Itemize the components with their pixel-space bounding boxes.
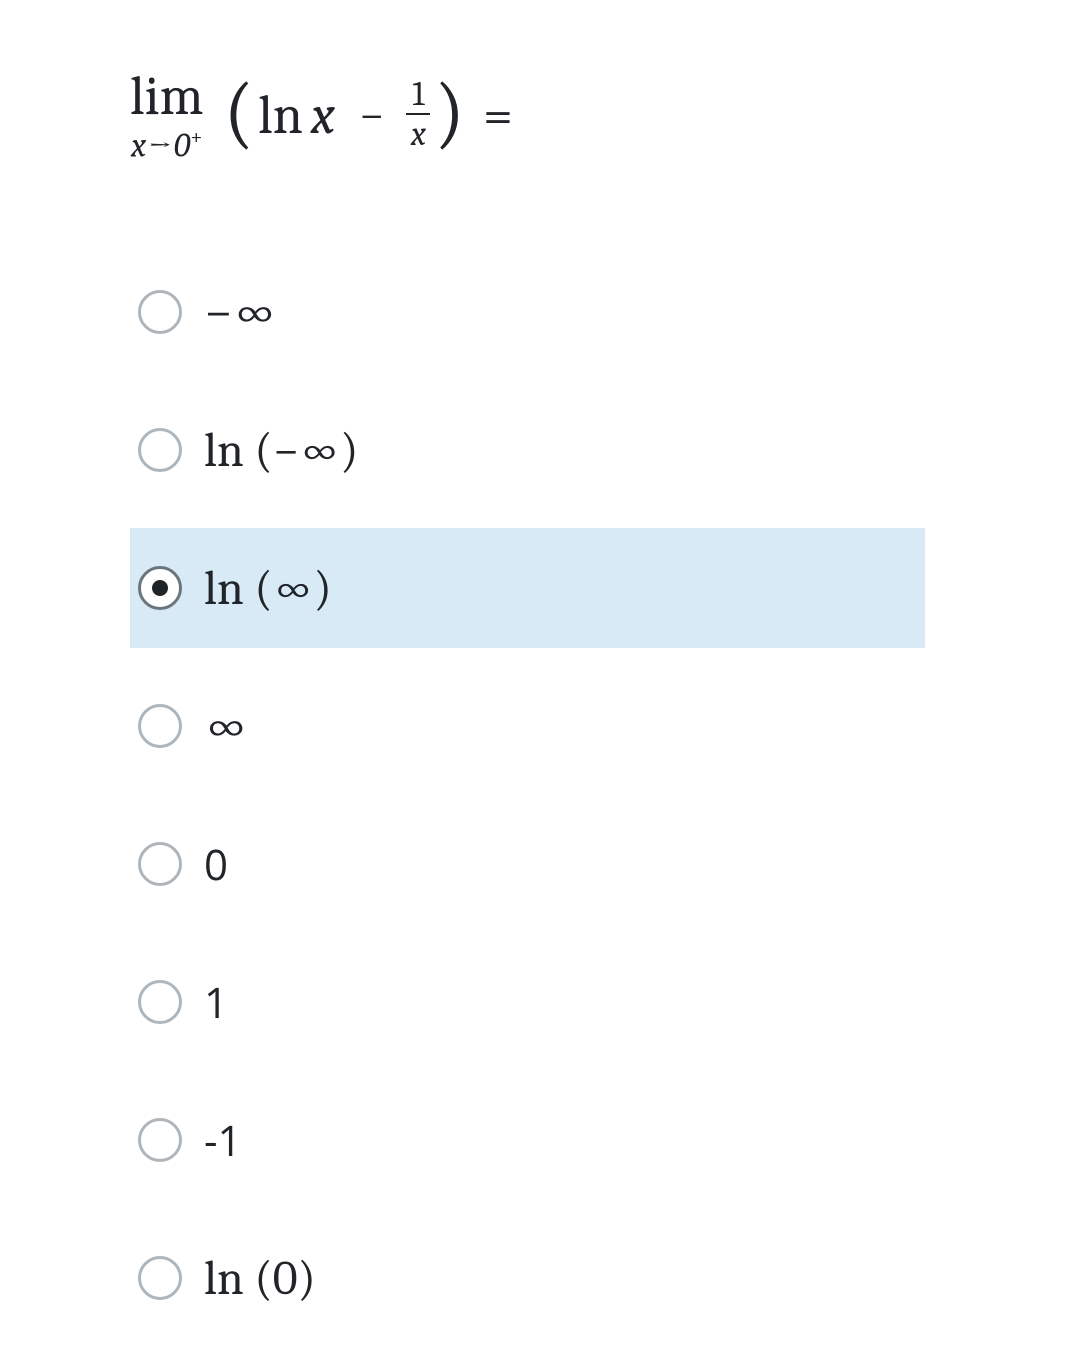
option-label: ln (∞) xyxy=(204,561,332,616)
radio-button[interactable] xyxy=(138,704,182,748)
option-label: −∞ xyxy=(204,282,277,342)
option-opt-ln-zero[interactable]: ln (0) xyxy=(130,1218,925,1338)
lim-text: lim xyxy=(130,70,204,124)
option-opt-ln-neg-inf[interactable]: ln (−∞) xyxy=(130,390,925,510)
radio-button[interactable] xyxy=(138,290,182,334)
radio-button[interactable] xyxy=(138,1118,182,1162)
option-label: 1 xyxy=(204,974,228,1031)
radio-button[interactable] xyxy=(138,566,182,610)
right-paren: ) xyxy=(434,88,465,136)
option-opt-one[interactable]: 1 xyxy=(130,942,925,1062)
left-paren: ( xyxy=(224,88,255,136)
radio-button[interactable] xyxy=(138,980,182,1024)
radio-dot xyxy=(152,580,168,596)
option-label: ln (0) xyxy=(204,1251,316,1306)
option-opt-neg-one[interactable]: -1 xyxy=(130,1080,925,1200)
radio-button[interactable] xyxy=(138,428,182,472)
option-opt-ln-inf[interactable]: ln (∞) xyxy=(130,528,925,648)
question-container: lim x→0+ ( ln x − 1 x ) = −∞ln (−∞)ln (∞… xyxy=(0,0,1080,1338)
ln-text: ln xyxy=(258,89,303,143)
fraction-one-over-x: 1 x xyxy=(406,77,430,151)
option-opt-zero[interactable]: 0 xyxy=(130,804,925,924)
option-label: 0 xyxy=(204,836,228,893)
lim-subscript: x→0+ xyxy=(131,126,202,162)
options-list: −∞ ln (−∞) ln (∞) ∞ 0 1 -1 ln (0) xyxy=(130,252,925,1338)
option-label: -1 xyxy=(204,1112,242,1169)
radio-button[interactable] xyxy=(138,842,182,886)
option-label: ∞ xyxy=(204,696,248,756)
option-label: ln (−∞) xyxy=(204,423,358,478)
variable-x: x xyxy=(311,89,335,143)
equals-sign: = xyxy=(483,89,513,143)
radio-button[interactable] xyxy=(138,1256,182,1300)
limit-operator: lim x→0+ xyxy=(130,70,204,162)
option-opt-neg-inf[interactable]: −∞ xyxy=(130,252,925,372)
minus-sign: − xyxy=(359,93,384,139)
option-opt-inf[interactable]: ∞ xyxy=(130,666,925,786)
question-stem: lim x→0+ ( ln x − 1 x ) = xyxy=(130,70,1080,162)
limit-expression: ( ln x − 1 x ) = xyxy=(224,79,513,153)
